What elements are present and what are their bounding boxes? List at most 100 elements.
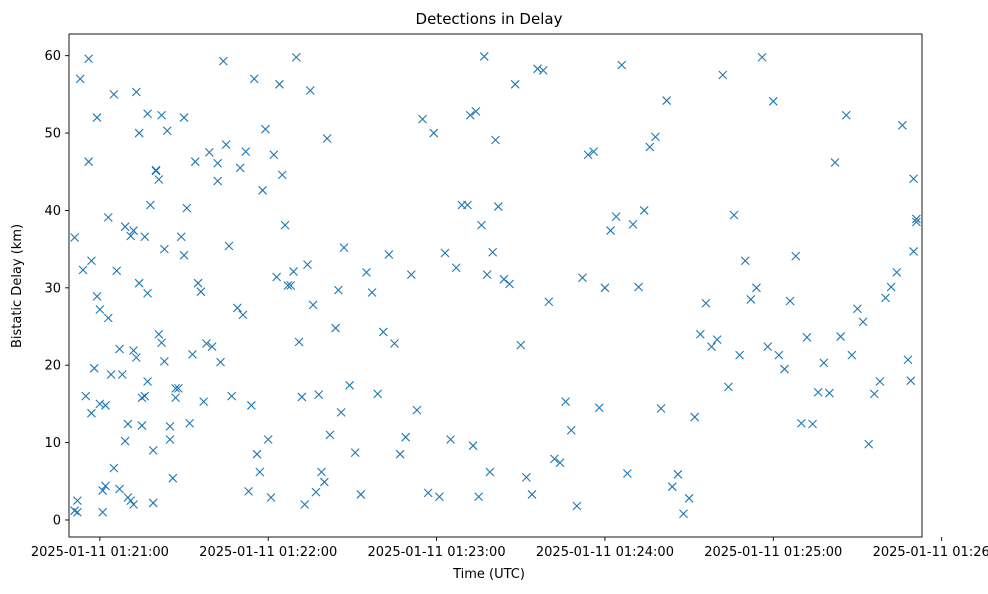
data-point — [362, 267, 371, 277]
data-point — [269, 150, 279, 160]
chart-title: Detections in Delay — [416, 10, 563, 28]
data-point — [690, 412, 700, 422]
data-point — [869, 389, 879, 399]
data-point — [505, 279, 514, 289]
x-tick-label: 2025-01-11 01:22:00 — [199, 545, 337, 560]
data-point — [106, 370, 116, 379]
data-point — [213, 176, 223, 186]
data-point — [763, 342, 773, 352]
data-point — [176, 232, 186, 242]
data-point — [162, 126, 172, 136]
data-point — [600, 283, 610, 293]
y-axis-ticks: 0 10 20 30 40 50 60 — [44, 49, 69, 528]
data-point — [70, 506, 80, 516]
data-point — [305, 86, 315, 95]
data-point — [277, 170, 287, 180]
data-point — [493, 202, 503, 211]
data-point — [325, 430, 335, 440]
data-point — [193, 278, 203, 288]
data-point — [216, 357, 225, 367]
data-point — [707, 342, 716, 352]
data-point — [390, 339, 399, 348]
data-point — [656, 404, 666, 413]
data-point — [491, 135, 500, 145]
data-point — [701, 298, 711, 308]
data-point — [148, 498, 158, 508]
data-point — [103, 313, 113, 323]
data-point — [440, 248, 450, 258]
data-point — [740, 256, 750, 266]
data-points — [70, 52, 921, 519]
data-point — [73, 496, 82, 506]
data-point — [171, 384, 181, 393]
data-point — [249, 74, 259, 84]
data-point — [463, 200, 472, 210]
data-point — [897, 120, 907, 130]
data-point — [825, 388, 834, 398]
data-point — [129, 346, 138, 355]
data-point — [75, 74, 85, 84]
data-point — [830, 158, 840, 167]
data-point — [137, 393, 147, 403]
data-point — [752, 283, 761, 293]
data-point — [154, 175, 164, 184]
data-point — [145, 200, 155, 210]
data-point — [87, 408, 96, 418]
data-point — [718, 70, 728, 80]
data-point — [735, 350, 745, 360]
data-point — [165, 421, 175, 431]
data-point — [510, 79, 520, 89]
data-point — [395, 449, 405, 459]
data-point — [533, 64, 542, 74]
data-point — [785, 296, 795, 306]
data-point — [160, 356, 169, 366]
data-point — [112, 266, 122, 276]
data-point — [572, 501, 582, 511]
data-point — [423, 488, 433, 498]
data-point — [148, 445, 158, 455]
data-point — [488, 247, 498, 257]
data-point — [555, 458, 565, 468]
x-tick-label: 2025-01-11 01:26:00 — [873, 545, 988, 560]
data-point — [401, 432, 411, 442]
data-point — [373, 389, 383, 399]
data-point — [499, 274, 509, 284]
data-point — [311, 487, 321, 497]
data-point — [165, 435, 175, 444]
data-point — [168, 473, 178, 483]
data-point — [858, 317, 868, 327]
data-point — [712, 335, 722, 345]
data-point — [418, 114, 427, 124]
data-point — [768, 96, 778, 106]
data-point — [729, 210, 739, 220]
data-point — [120, 222, 130, 232]
data-point — [468, 441, 478, 451]
y-tick-label: 0 — [53, 513, 61, 528]
data-point — [622, 469, 632, 478]
data-point — [95, 399, 105, 409]
data-point — [673, 469, 683, 479]
data-point — [802, 332, 812, 342]
data-point — [143, 288, 152, 298]
data-point — [331, 323, 340, 333]
data-point — [611, 212, 621, 222]
data-point — [174, 384, 183, 393]
data-point — [78, 265, 88, 275]
data-point — [791, 251, 801, 261]
data-point — [679, 509, 688, 519]
data-point — [412, 405, 422, 415]
data-point — [695, 329, 705, 339]
data-point — [909, 174, 918, 184]
data-point — [841, 110, 851, 120]
data-point — [202, 339, 211, 348]
data-point — [213, 158, 223, 168]
data-point — [123, 419, 133, 429]
data-point — [266, 493, 276, 502]
data-point — [185, 418, 195, 428]
data-point — [140, 232, 150, 242]
data-point — [350, 448, 360, 458]
data-point — [479, 52, 489, 61]
data-point — [566, 425, 576, 435]
data-point — [911, 214, 921, 224]
